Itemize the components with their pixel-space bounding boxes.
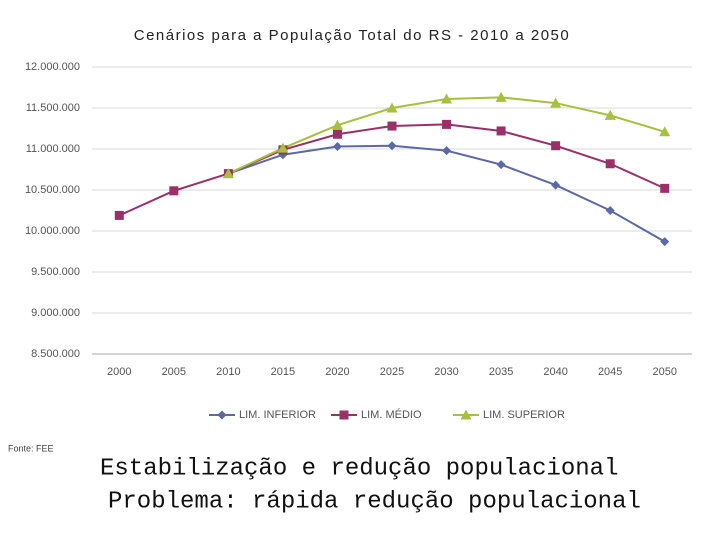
data-point <box>277 142 289 153</box>
data-point <box>169 186 179 196</box>
data-point <box>605 206 615 215</box>
x-tick-label: 2025 <box>380 366 404 378</box>
legend-label: LIM. MÉDIO <box>361 408 422 421</box>
legend-label: LIM. INFERIOR <box>239 409 316 421</box>
x-tick-label: 2005 <box>162 366 186 378</box>
data-point <box>387 141 397 151</box>
data-point <box>332 129 342 139</box>
x-tick-label: 2040 <box>543 366 567 378</box>
y-tick-label: 12.000.000 <box>25 61 80 73</box>
y-tick-label: 11.000.000 <box>26 143 80 155</box>
x-tick-label: 2000 <box>107 366 131 378</box>
data-point <box>496 160 506 170</box>
series-line <box>118 123 666 217</box>
data-point <box>550 97 562 108</box>
data-point <box>551 141 561 151</box>
y-tick-label: 9.500.000 <box>31 266 80 278</box>
x-tick-label: 2050 <box>652 366 676 378</box>
data-point <box>604 109 616 120</box>
data-point <box>114 210 124 220</box>
legend-label: LIM. SUPERIOR <box>483 409 565 421</box>
y-tick-label: 8.500.000 <box>31 348 80 360</box>
x-tick-label: 2015 <box>271 366 295 378</box>
y-tick-label: 9.000.000 <box>31 307 80 319</box>
data-point <box>660 237 670 247</box>
x-tick-label: 2035 <box>489 366 513 378</box>
y-tick-label: 11.500.000 <box>26 102 80 114</box>
y-tick-label: 10.000.000 <box>25 225 80 237</box>
data-point <box>495 91 507 102</box>
data-point <box>442 119 452 129</box>
data-point <box>660 183 670 193</box>
data-point <box>442 146 452 156</box>
data-point <box>332 142 342 152</box>
note: Estabilização e redução populacional <box>100 455 618 482</box>
legend-marker <box>460 409 472 420</box>
chart-title: Cenários para a População Total do RS - … <box>134 27 570 44</box>
legend-marker <box>339 410 349 420</box>
data-point <box>387 121 397 131</box>
data-point <box>222 168 234 179</box>
data-point <box>331 119 343 130</box>
data-point <box>441 93 453 104</box>
x-tick-label: 2045 <box>598 366 622 378</box>
data-point <box>551 180 561 190</box>
data-point <box>496 126 506 136</box>
data-point <box>659 126 671 137</box>
source: Fonte: FEE <box>8 443 54 453</box>
data-point <box>386 102 398 113</box>
series-line <box>227 96 666 175</box>
y-tick-label: 10.500.000 <box>25 184 80 196</box>
data-point <box>605 159 615 169</box>
legend-marker <box>217 410 227 420</box>
note: Problema: rápida redução populacional <box>108 488 641 515</box>
x-tick-label: 2010 <box>216 366 240 378</box>
x-tick-label: 2020 <box>325 366 349 378</box>
x-tick-label: 2030 <box>434 366 458 378</box>
